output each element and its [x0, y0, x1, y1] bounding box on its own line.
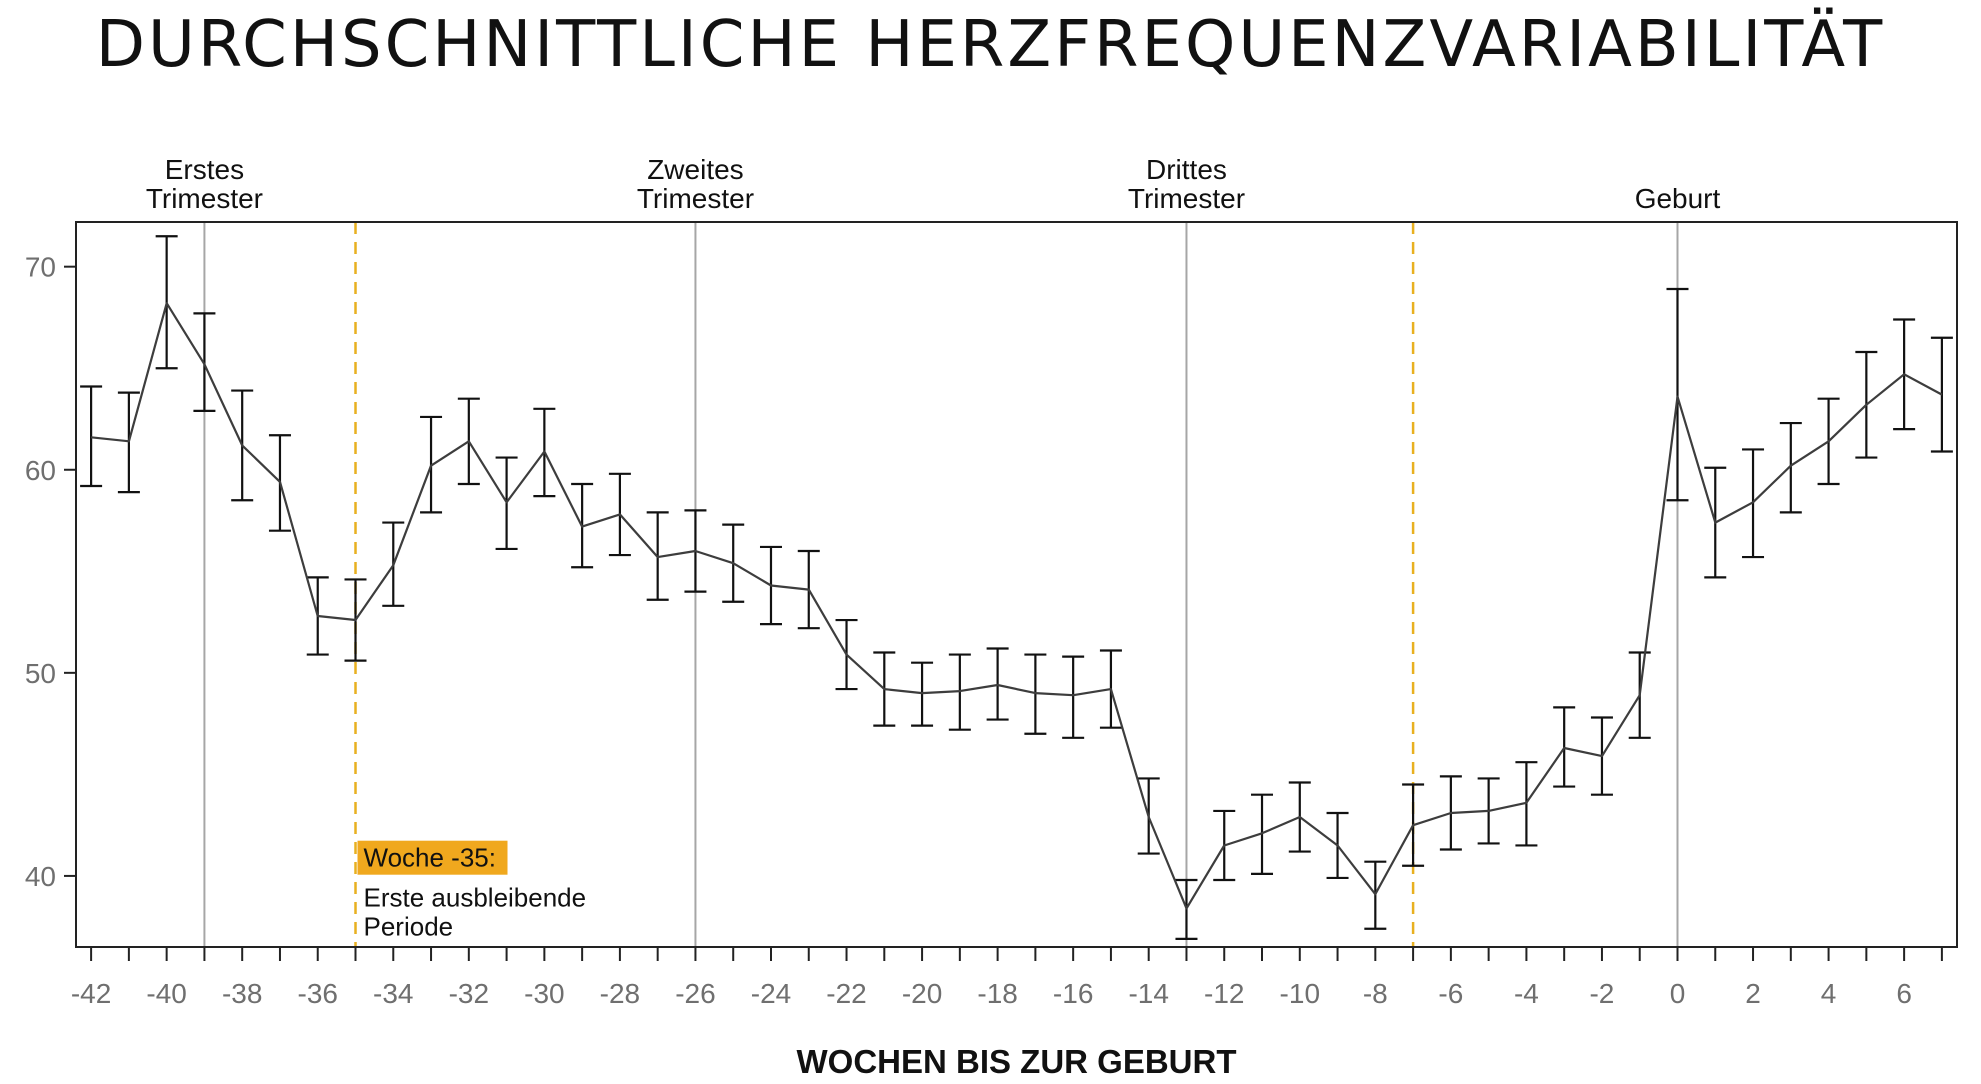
x-tick-label: -16 — [1053, 978, 1093, 1009]
x-tick-label: -34 — [373, 978, 413, 1009]
x-tick-label: -40 — [146, 978, 186, 1009]
annotation-text-line: Periode — [364, 912, 454, 942]
error-bar — [1666, 287, 1689, 502]
error-bar — [1930, 336, 1953, 453]
annotation-text-line: Erste ausbleibende — [364, 883, 587, 913]
x-tick-label: -30 — [524, 978, 564, 1009]
plot-frame — [75, 221, 1958, 948]
error-bar — [80, 385, 103, 488]
x-tick-label: -38 — [222, 978, 262, 1009]
reference-label-3-0: Geburt — [1635, 183, 1721, 214]
x-tick-label: -10 — [1280, 978, 1320, 1009]
chart-title: DURCHSCHNITTLICHE HERZFREQUENZVARIABILIT… — [95, 8, 1886, 82]
reference-label-2-1: Trimester — [1128, 183, 1245, 214]
x-tick-label: -12 — [1204, 978, 1244, 1009]
x-tick-label: -4 — [1514, 978, 1539, 1009]
annotation-badge-text: Woche -35: — [364, 843, 496, 873]
x-tick-label: -14 — [1128, 978, 1168, 1009]
reference-lines-layer: ErstesTrimesterZweitesTrimesterDrittesTr… — [146, 154, 1721, 947]
x-tick-label: 2 — [1745, 978, 1761, 1009]
error-bar — [193, 312, 216, 412]
reference-label-2-0: Drittes — [1146, 154, 1227, 185]
reference-label-1-0: Zweites — [647, 154, 743, 185]
y-tick-label: 60 — [25, 455, 56, 486]
x-tick-label: -8 — [1363, 978, 1388, 1009]
error-bar — [1779, 421, 1802, 514]
x-tick-label: -36 — [298, 978, 338, 1009]
y-tick-label: 40 — [25, 861, 56, 892]
reference-label-0-0: Erstes — [165, 154, 244, 185]
x-tick-label: -22 — [826, 978, 866, 1009]
reference-label-0-1: Trimester — [146, 183, 263, 214]
annotation-badge — [357, 840, 508, 875]
reference-label-1-1: Trimester — [637, 183, 754, 214]
x-tick-label: -18 — [977, 978, 1017, 1009]
x-tick-label: -6 — [1438, 978, 1463, 1009]
x-tick-label: -32 — [449, 978, 489, 1009]
y-tick-label: 70 — [25, 252, 56, 283]
series-layer — [90, 302, 1943, 910]
x-tick-label: 0 — [1670, 978, 1686, 1009]
x-tick-label: -2 — [1589, 978, 1614, 1009]
series-line — [90, 302, 1943, 910]
x-tick-label: -28 — [600, 978, 640, 1009]
axes-layer: -42 -40 -38 -36 -34 -32 -30 -28 -26 -24 -22 -20 -18-… — [25, 252, 1943, 1009]
x-tick-label: 6 — [1896, 978, 1912, 1009]
x-tick-label: -24 — [751, 978, 791, 1009]
x-tick-label: -42 — [71, 978, 111, 1009]
error-bar — [1062, 655, 1085, 739]
x-tick-label: -26 — [675, 978, 715, 1009]
x-tick-label: 4 — [1821, 978, 1837, 1009]
x-axis-title: WOCHEN BIS ZUR GEBURT — [797, 1043, 1237, 1080]
error-bars-layer — [80, 235, 1953, 940]
x-tick-label: -20 — [902, 978, 942, 1009]
y-tick-label: 50 — [25, 658, 56, 689]
